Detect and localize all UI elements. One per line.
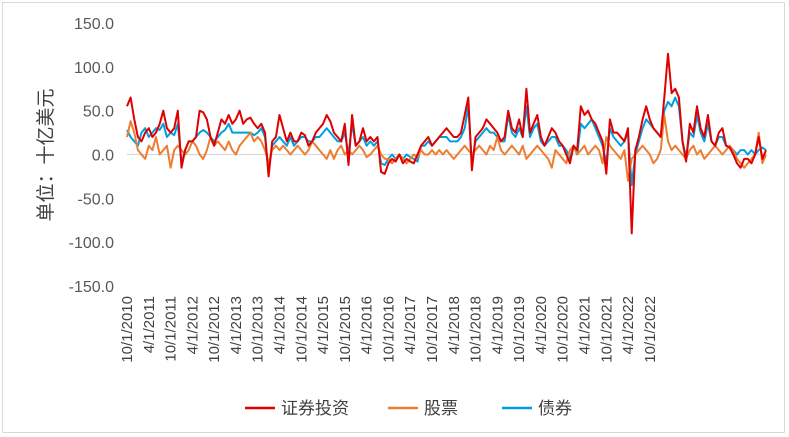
x-tick-label: 10/1/2013 xyxy=(250,296,267,363)
x-tick-label: 4/1/2011 xyxy=(141,296,158,353)
legend-label: 证券投资 xyxy=(281,399,349,419)
y-axis-label: 单位：十亿美元 xyxy=(35,88,57,221)
x-tick-label: 10/1/2016 xyxy=(380,296,397,363)
y-tick-label: 150.0 xyxy=(74,16,114,33)
series-line-债券 xyxy=(126,96,767,187)
x-tick-label: 4/1/2013 xyxy=(228,296,245,354)
x-tick-label: 4/1/2014 xyxy=(272,296,289,354)
x-tick-label: 10/1/2017 xyxy=(424,296,441,363)
x-tick-label: 4/1/2019 xyxy=(489,296,506,354)
x-tick-label: 4/1/2018 xyxy=(446,296,463,354)
chart-frame xyxy=(2,2,785,433)
x-tick-label: 4/1/2017 xyxy=(402,296,419,354)
y-tick-label: 0.0 xyxy=(92,148,114,165)
x-tick-label: 4/1/2022 xyxy=(620,296,637,354)
y-tick-label: -100.0 xyxy=(69,235,114,252)
y-tick-label: -50.0 xyxy=(78,191,115,208)
x-tick-label: 4/1/2012 xyxy=(184,296,201,354)
legend-label: 股票 xyxy=(424,399,458,419)
x-tick-label: 10/1/2019 xyxy=(511,296,528,363)
x-tick-label: 4/1/2016 xyxy=(359,296,376,354)
x-tick-label: 4/1/2020 xyxy=(533,296,550,354)
y-tick-label: 50.0 xyxy=(83,104,114,121)
x-tick-label: 10/1/2022 xyxy=(642,296,659,363)
x-tick-label: 10/1/2021 xyxy=(598,296,615,363)
x-tick-label: 10/1/2018 xyxy=(468,296,485,363)
legend-label: 债券 xyxy=(538,399,572,419)
x-tick-label: 10/1/2012 xyxy=(206,296,223,363)
x-tick-label: 10/1/2015 xyxy=(337,296,354,363)
x-tick-label: 10/1/2010 xyxy=(119,296,136,363)
x-tick-label: 10/1/2014 xyxy=(293,296,310,363)
x-tick-label: 10/1/2020 xyxy=(555,296,572,363)
y-tick-label: -150.0 xyxy=(69,279,114,296)
x-tick-label: 4/1/2021 xyxy=(577,296,594,354)
x-tick-label: 10/1/2011 xyxy=(163,296,180,362)
series-line-股票 xyxy=(126,114,767,182)
series-line-证券投资 xyxy=(126,52,767,235)
x-tick-label: 4/1/2015 xyxy=(315,296,332,354)
y-tick-label: 100.0 xyxy=(74,60,114,77)
